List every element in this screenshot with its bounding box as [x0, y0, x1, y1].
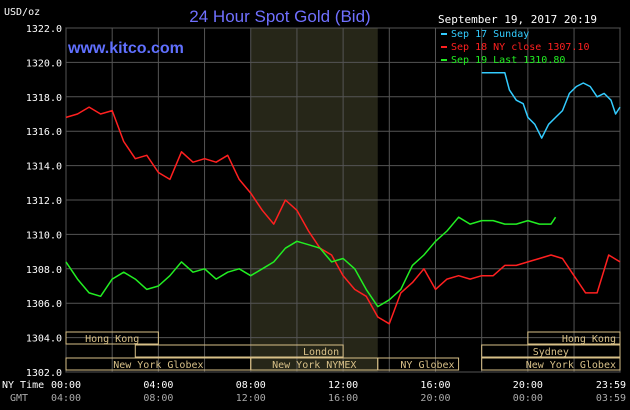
- x-tick-label-gmt: 16:00: [328, 393, 358, 404]
- y-tick-label: 1306.0: [26, 299, 62, 310]
- session-label: New York NYMEX: [272, 360, 356, 371]
- x-tick-label-gmt: 04:00: [51, 393, 81, 404]
- y-tick-label: 1320.0: [26, 58, 62, 69]
- x-tick-label-ny: 23:59: [596, 380, 626, 391]
- y-tick-label: 1302.0: [26, 368, 62, 379]
- y-tick-label: 1312.0: [26, 196, 62, 207]
- session-bar: [377, 357, 460, 371]
- x-tick-label-ny: 08:00: [236, 380, 266, 391]
- x-axis-ticks: 00:00 04:00 08:00 12:00 16:00 20:00 23:59 04:00…: [51, 380, 626, 404]
- y-tick-label: 1310.0: [26, 230, 62, 241]
- y-tick-label: 1316.0: [26, 127, 62, 138]
- x-tick-label-ny: 00:00: [51, 380, 81, 391]
- x-tick-label-gmt: 00:00: [513, 393, 543, 404]
- x-axis-label-ny: NY Time: [2, 380, 44, 391]
- kitco-watermark: www.kitco.com: [67, 40, 184, 57]
- legend-entry: Sep 18 NY close 1307.10: [451, 42, 589, 53]
- series-line: [65, 216, 557, 308]
- session-label: London: [303, 347, 339, 358]
- x-tick-label-gmt: 08:00: [143, 393, 173, 404]
- y-axis-ticks: 1322.0 1320.0 1318.0 1316.0 1314.0 1312.0 1310…: [26, 24, 62, 379]
- chart-title: 24 Hour Spot Gold (Bid): [189, 7, 370, 26]
- session-label: New York Globex: [113, 360, 203, 371]
- y-tick-label: 1322.0: [26, 24, 62, 35]
- session-bar: [527, 331, 621, 345]
- x-tick-label-ny: 16:00: [420, 380, 450, 391]
- grid: [65, 27, 621, 373]
- session-label: New York Globex: [526, 360, 616, 371]
- session-bar: [481, 357, 621, 371]
- y-axis-label: USD/oz: [4, 7, 40, 18]
- session-label: NY Globex: [400, 360, 454, 371]
- legend-entry: Sep 17 Sunday: [451, 29, 529, 40]
- y-tick-label: 1318.0: [26, 93, 62, 104]
- session-bar: [481, 344, 621, 358]
- y-tick-label: 1308.0: [26, 265, 62, 276]
- x-axis-label-gmt: GMT: [10, 393, 28, 404]
- price-series: [65, 71, 621, 325]
- chart-timestamp: September 19, 2017 20:19: [438, 13, 597, 26]
- series-line: [481, 71, 621, 139]
- x-tick-label-gmt: 12:00: [236, 393, 266, 404]
- session-label: Sydney: [533, 347, 569, 358]
- y-tick-label: 1314.0: [26, 162, 62, 173]
- y-tick-label: 1304.0: [26, 334, 62, 345]
- x-tick-label-ny: 12:00: [328, 380, 358, 391]
- session-label: Hong Kong: [85, 334, 139, 345]
- x-tick-label-ny: 20:00: [513, 380, 543, 391]
- x-tick-label-gmt: 03:59: [596, 393, 626, 404]
- market-session-bars: Hong Kong Hong Kong London Sydney New York G…: [65, 331, 621, 371]
- x-tick-label-gmt: 20:00: [420, 393, 450, 404]
- session-bar: [65, 331, 159, 345]
- session-bar: [134, 344, 344, 358]
- series-line: [65, 106, 621, 325]
- legend-entry: Sep 19 Last 1310.80: [451, 55, 565, 66]
- session-label: Hong Kong: [562, 334, 616, 345]
- legend: Sep 17 Sunday Sep 18 NY close 1307.10 Sep …: [441, 29, 589, 66]
- x-tick-label-ny: 04:00: [143, 380, 173, 391]
